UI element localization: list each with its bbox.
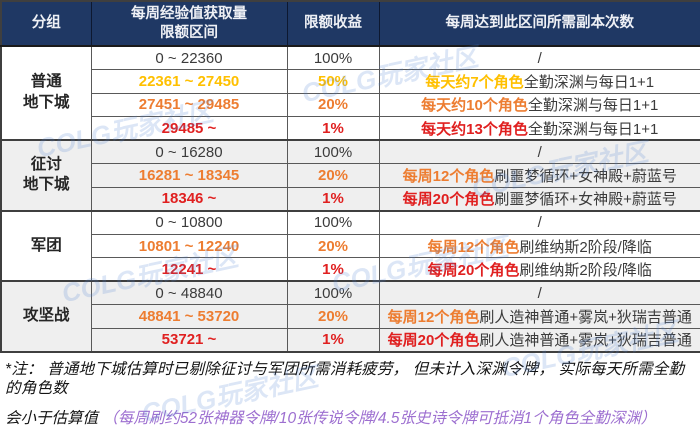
runs-required: 每周20个角色刷噩梦循环+女神殿+蔚蓝号 <box>378 186 700 212</box>
exp-range: 22361 ~ 27450 <box>90 69 288 94</box>
group-name-cell: 军团 <box>0 210 92 282</box>
header-income: 限额收益 <box>286 0 380 47</box>
table-row: 攻坚战 0 ~ 48840 100% / <box>0 280 700 353</box>
header-group: 分组 <box>0 0 92 47</box>
table-row: 普通 地下城 0 ~ 22360 100% / <box>0 45 700 141</box>
runs-detail: 刷维纳斯2阶段/降临 <box>519 238 652 256</box>
runs-required: 每天约7个角色全勤深渊与每日1+1 <box>378 69 700 94</box>
runs-required: 每天约13个角色全勤深渊与每日1+1 <box>378 116 700 141</box>
footnote-line1: *注： 普通地下城估算时已剔除征讨与军团所需消耗疲劳， 但未计入深渊令牌， 实际… <box>5 361 685 397</box>
exp-range: 53721 ~ <box>90 327 288 353</box>
runs-detail: 刷人造神普通+雾岚+狄瑞吉普通 <box>479 309 692 327</box>
runs-highlight: 每周12个角色 <box>427 238 520 256</box>
table-row: 48841 ~ 53720 20% 每周12个角色刷人造神普通+雾岚+狄瑞吉普通 <box>1 304 700 329</box>
runs-required: 每周20个角色刷维纳斯2阶段/降临 <box>378 257 700 282</box>
table-row: 22361 ~ 27450 50% 每天约7个角色全勤深渊与每日1+1 <box>1 69 700 94</box>
runs-required: / <box>378 280 700 306</box>
income-pct: 100% <box>286 45 380 71</box>
runs-highlight: 每周20个角色 <box>427 261 520 279</box>
group-name-cell: 征讨 地下城 <box>0 139 92 212</box>
runs-required: / <box>378 139 700 165</box>
group-name-cell: 攻坚战 <box>0 280 92 353</box>
runs-highlight: 每周12个角色 <box>402 167 495 185</box>
exp-range: 0 ~ 48840 <box>90 280 288 306</box>
income-pct: 1% <box>286 116 380 141</box>
runs-detail: 全勤深渊与每日1+1 <box>523 73 655 91</box>
runs-required: 每周12个角色刷噩梦循环+女神殿+蔚蓝号 <box>378 163 700 188</box>
income-pct: 20% <box>286 304 380 329</box>
exp-range: 10801 ~ 12240 <box>90 233 288 259</box>
group-normal-dungeon: 普通 地下城 0 ~ 22360 100% / 22361 ~ 27450 50… <box>0 45 700 141</box>
exp-range: 29485 ~ <box>90 116 288 141</box>
runs-detail: / <box>537 49 542 67</box>
exp-range: 12241 ~ <box>90 257 288 282</box>
runs-detail: 全勤深渊与每日1+1 <box>527 120 659 138</box>
runs-highlight: 每天约13个角色 <box>421 120 528 138</box>
runs-detail: / <box>537 284 542 302</box>
table-header: 分组 每周经验值获取量 限额区间 限额收益 每周达到此区间所需副本次数 <box>0 0 700 47</box>
exp-limit-table: 分组 每周经验值获取量 限额区间 限额收益 每周达到此区间所需副本次数 普通 地… <box>0 0 700 353</box>
runs-highlight: 每周12个角色 <box>387 309 480 327</box>
exp-range: 0 ~ 22360 <box>90 45 288 71</box>
footnote-line2-black: 会小于估算值 <box>5 410 103 428</box>
table-row: 53721 ~ 1% 每周20个角色刷人造神普通+雾岚+狄瑞吉普通 <box>1 327 700 353</box>
income-pct: 100% <box>286 210 380 235</box>
runs-required: 每周20个角色刷人造神普通+雾岚+狄瑞吉普通 <box>378 327 700 353</box>
exp-range: 0 ~ 10800 <box>90 210 288 235</box>
table-row: 军团 0 ~ 10800 100% / <box>0 210 700 282</box>
income-pct: 1% <box>286 186 380 212</box>
runs-detail: / <box>537 214 542 232</box>
group-legion: 军团 0 ~ 10800 100% / 10801 ~ 12240 20% 每周… <box>0 210 700 282</box>
table-row: 12241 ~ 1% 每周20个角色刷维纳斯2阶段/降临 <box>1 257 700 282</box>
runs-required: / <box>378 210 700 235</box>
header-row: 分组 每周经验值获取量 限额区间 限额收益 每周达到此区间所需副本次数 <box>0 0 700 47</box>
runs-highlight: 每天约10个角色 <box>421 97 528 115</box>
footnote: *注： 普通地下城估算时已剔除征讨与军团所需消耗疲劳， 但未计入深渊令牌， 实际… <box>0 353 700 429</box>
table-row: 16281 ~ 18345 20% 每周12个角色刷噩梦循环+女神殿+蔚蓝号 <box>1 163 700 188</box>
header-runs: 每周达到此区间所需副本次数 <box>378 0 700 47</box>
income-pct: 20% <box>286 163 380 188</box>
runs-detail: / <box>537 143 542 161</box>
income-pct: 100% <box>286 139 380 165</box>
income-pct: 50% <box>286 69 380 94</box>
table-row: 27451 ~ 29485 20% 每天约10个角色全勤深渊与每日1+1 <box>1 92 700 118</box>
income-pct: 100% <box>286 280 380 306</box>
group-name-cell: 普通 地下城 <box>0 45 92 141</box>
header-range-line1: 每周经验值获取量 <box>131 5 247 22</box>
group-raid: 攻坚战 0 ~ 48840 100% / 48841 ~ 53720 20% 每… <box>0 280 700 353</box>
income-pct: 1% <box>286 257 380 282</box>
runs-required: 每周12个角色刷人造神普通+雾岚+狄瑞吉普通 <box>378 304 700 329</box>
runs-detail: 刷人造神普通+雾岚+狄瑞吉普通 <box>479 332 692 350</box>
runs-detail: 刷噩梦循环+女神殿+蔚蓝号 <box>494 191 677 209</box>
income-pct: 20% <box>286 92 380 118</box>
header-range: 每周经验值获取量 限额区间 <box>90 0 288 47</box>
runs-required: 每周12个角色刷维纳斯2阶段/降临 <box>378 233 700 259</box>
income-pct: 20% <box>286 233 380 259</box>
exp-range: 48841 ~ 53720 <box>90 304 288 329</box>
footnote-line2-purple: （每周刷约52张神器令牌/10张传说令牌/4.5张史诗令牌可抵消1个角色全勤深渊… <box>102 410 657 428</box>
income-pct: 1% <box>286 327 380 353</box>
exp-range: 27451 ~ 29485 <box>90 92 288 118</box>
runs-detail: 全勤深渊与每日1+1 <box>527 97 659 115</box>
runs-required: 每天约10个角色全勤深渊与每日1+1 <box>378 92 700 118</box>
exp-range: 0 ~ 16280 <box>90 139 288 165</box>
runs-required: / <box>378 45 700 71</box>
footnote-line2: 会小于估算值 （每周刷约52张神器令牌/10张传说令牌/4.5张史诗令牌可抵消1… <box>5 410 695 429</box>
table-row: 10801 ~ 12240 20% 每周12个角色刷维纳斯2阶段/降临 <box>1 233 700 259</box>
group-subjugation-dungeon: 征讨 地下城 0 ~ 16280 100% / 16281 ~ 18345 20… <box>0 139 700 212</box>
table-row: 29485 ~ 1% 每天约13个角色全勤深渊与每日1+1 <box>1 116 700 141</box>
runs-highlight: 每周20个角色 <box>387 332 480 350</box>
runs-detail: 刷噩梦循环+女神殿+蔚蓝号 <box>494 167 677 185</box>
table-row: 18346 ~ 1% 每周20个角色刷噩梦循环+女神殿+蔚蓝号 <box>1 186 700 212</box>
runs-detail: 刷维纳斯2阶段/降临 <box>519 261 652 279</box>
exp-range: 16281 ~ 18345 <box>90 163 288 188</box>
header-range-line2: 限额区间 <box>160 24 218 41</box>
table-row: 征讨 地下城 0 ~ 16280 100% / <box>0 139 700 212</box>
exp-range: 18346 ~ <box>90 186 288 212</box>
runs-highlight: 每周20个角色 <box>402 191 495 209</box>
runs-highlight: 每天约7个角色 <box>425 73 524 91</box>
